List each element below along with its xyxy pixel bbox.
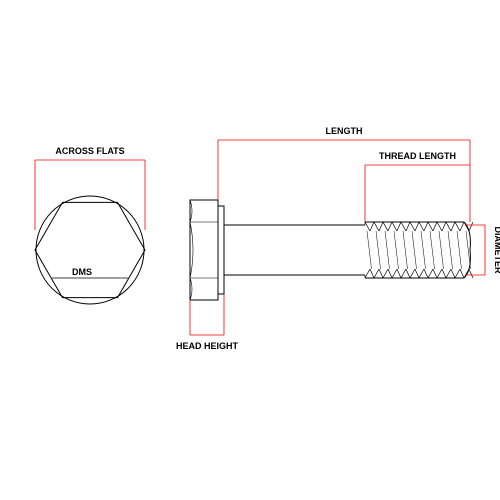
thread-line <box>383 222 388 231</box>
thread-helix <box>412 231 417 269</box>
thread-line <box>374 269 379 278</box>
thread-helix <box>439 231 444 269</box>
thread-line <box>437 269 442 278</box>
thread-line <box>365 222 370 231</box>
thread-helix <box>448 231 453 269</box>
thread-line <box>388 269 392 278</box>
thread-line <box>379 222 383 231</box>
thread-line <box>410 222 415 231</box>
thread-line <box>424 269 428 278</box>
thread-line <box>401 222 406 231</box>
thread-line <box>446 269 451 278</box>
thread-line <box>433 269 437 278</box>
thread-helix <box>394 231 399 269</box>
thread-line <box>446 222 451 231</box>
thread-line <box>383 269 388 278</box>
thread-line <box>455 222 460 231</box>
thread-line <box>428 269 433 278</box>
hex-head-outline <box>35 202 145 297</box>
bolt-diagram: ACROSS FLATS DMS LENGTH THREAD LENGTH HEAD H… <box>0 0 500 500</box>
thread-line <box>415 269 419 278</box>
thread-line <box>370 222 374 231</box>
thread-line <box>406 222 410 231</box>
thread-line <box>451 222 455 231</box>
thread-line <box>437 222 442 231</box>
thread-line <box>419 222 424 231</box>
thread-helix <box>421 231 426 269</box>
label-across_flats: ACROSS FLATS <box>55 146 124 156</box>
hex-head-circle <box>36 196 144 304</box>
bolt-flange <box>218 206 224 294</box>
thread-line <box>406 269 410 278</box>
thread-line <box>397 222 401 231</box>
thread-line <box>464 269 469 278</box>
thread-line <box>415 222 419 231</box>
thread-line <box>424 222 428 231</box>
thread-line <box>410 269 415 278</box>
thread-line <box>401 269 406 278</box>
thread-line <box>392 269 397 278</box>
thread-line <box>469 222 473 231</box>
thread-helix <box>430 231 435 269</box>
label-length: LENGTH <box>326 126 363 136</box>
thread-line <box>442 222 446 231</box>
thread-helix <box>457 231 462 269</box>
thread-line <box>397 269 401 278</box>
thread-line <box>460 269 464 278</box>
thread-helix <box>403 231 408 269</box>
thread-line <box>370 269 374 278</box>
thread-line <box>388 222 392 231</box>
thread-line <box>469 269 473 278</box>
thread-line <box>374 222 379 231</box>
thread-line <box>419 269 424 278</box>
thread-line <box>464 222 469 231</box>
thread-line <box>428 222 433 231</box>
label-head_height: HEAD HEIGHT <box>176 341 239 351</box>
thread-line <box>460 222 464 231</box>
thread-helix <box>367 231 372 269</box>
thread-helix <box>376 231 381 269</box>
thread-line <box>392 222 397 231</box>
thread-line <box>365 269 370 278</box>
thread-helix <box>385 231 390 269</box>
thread-line <box>455 269 460 278</box>
bolt-head-side <box>190 200 218 300</box>
label-thread_length: THREAD LENGTH <box>379 151 456 161</box>
label-dms: DMS <box>72 267 92 277</box>
thread-line <box>451 269 455 278</box>
label-diameter: DIAMETER <box>493 227 500 275</box>
thread-line <box>379 269 383 278</box>
thread-line <box>433 222 437 231</box>
thread-line <box>442 269 446 278</box>
